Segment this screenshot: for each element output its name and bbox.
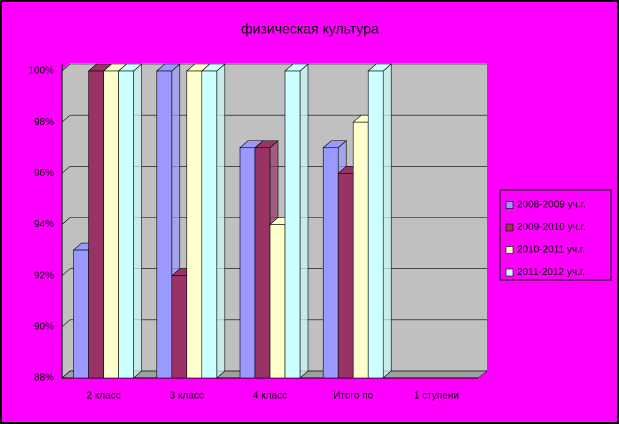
bar: [88, 70, 104, 379]
x-tick-label: 1 ступени: [414, 391, 459, 402]
chart-title: физическая культура: [241, 21, 379, 37]
bar-side: [299, 63, 309, 379]
y-tick-label: 88%: [34, 373, 54, 384]
bar: [254, 147, 271, 379]
grid-line-side: [61, 268, 71, 276]
bar: [103, 70, 119, 379]
legend-swatch: [505, 201, 514, 209]
legend-swatch: [505, 246, 514, 254]
legend: [499, 189, 612, 281]
y-tick-label: 92%: [34, 270, 54, 281]
y-tick-label: 90%: [34, 321, 54, 332]
bar: [118, 70, 134, 379]
grid-line-side: [61, 217, 71, 225]
bar: [352, 121, 369, 379]
y-tick-label: 98%: [34, 117, 54, 128]
legend-swatch: [505, 268, 514, 277]
y-tick-label: 100%: [28, 66, 54, 77]
bar-side: [382, 63, 392, 379]
bar: [73, 249, 89, 379]
y-tick-label: 96%: [34, 168, 54, 179]
legend-label: 2009-2010 уч.г.: [517, 222, 586, 233]
bar: [322, 147, 339, 379]
bar: [284, 70, 301, 379]
bar: [171, 275, 188, 379]
legend-label: 2008-2009 уч.г.: [517, 200, 586, 211]
legend-label: 2011-2012 уч.г.: [517, 267, 585, 278]
bar: [201, 70, 218, 379]
bar: [269, 224, 286, 379]
bar: [156, 70, 173, 379]
grid-line-side: [61, 370, 71, 379]
x-tick-label: 2 класс: [86, 391, 120, 402]
grid-line-side: [61, 63, 71, 72]
legend-swatch: [505, 223, 514, 232]
grid-line-side: [61, 114, 71, 123]
y-tick-label: 94%: [34, 219, 54, 230]
x-tick-label: Итого по: [333, 391, 373, 402]
bar-side: [216, 63, 226, 379]
x-tick-label: 3 класс: [170, 391, 204, 402]
grid-line-side: [61, 166, 71, 174]
bar: [239, 147, 256, 379]
x-tick-label: 4 класс: [253, 391, 287, 402]
bar-side: [133, 63, 142, 379]
grid-line-side: [61, 319, 71, 328]
bar: [337, 173, 354, 379]
bar: [186, 70, 203, 379]
bar: [367, 70, 384, 379]
legend-label: 2010-2011 уч.г.: [517, 245, 585, 256]
